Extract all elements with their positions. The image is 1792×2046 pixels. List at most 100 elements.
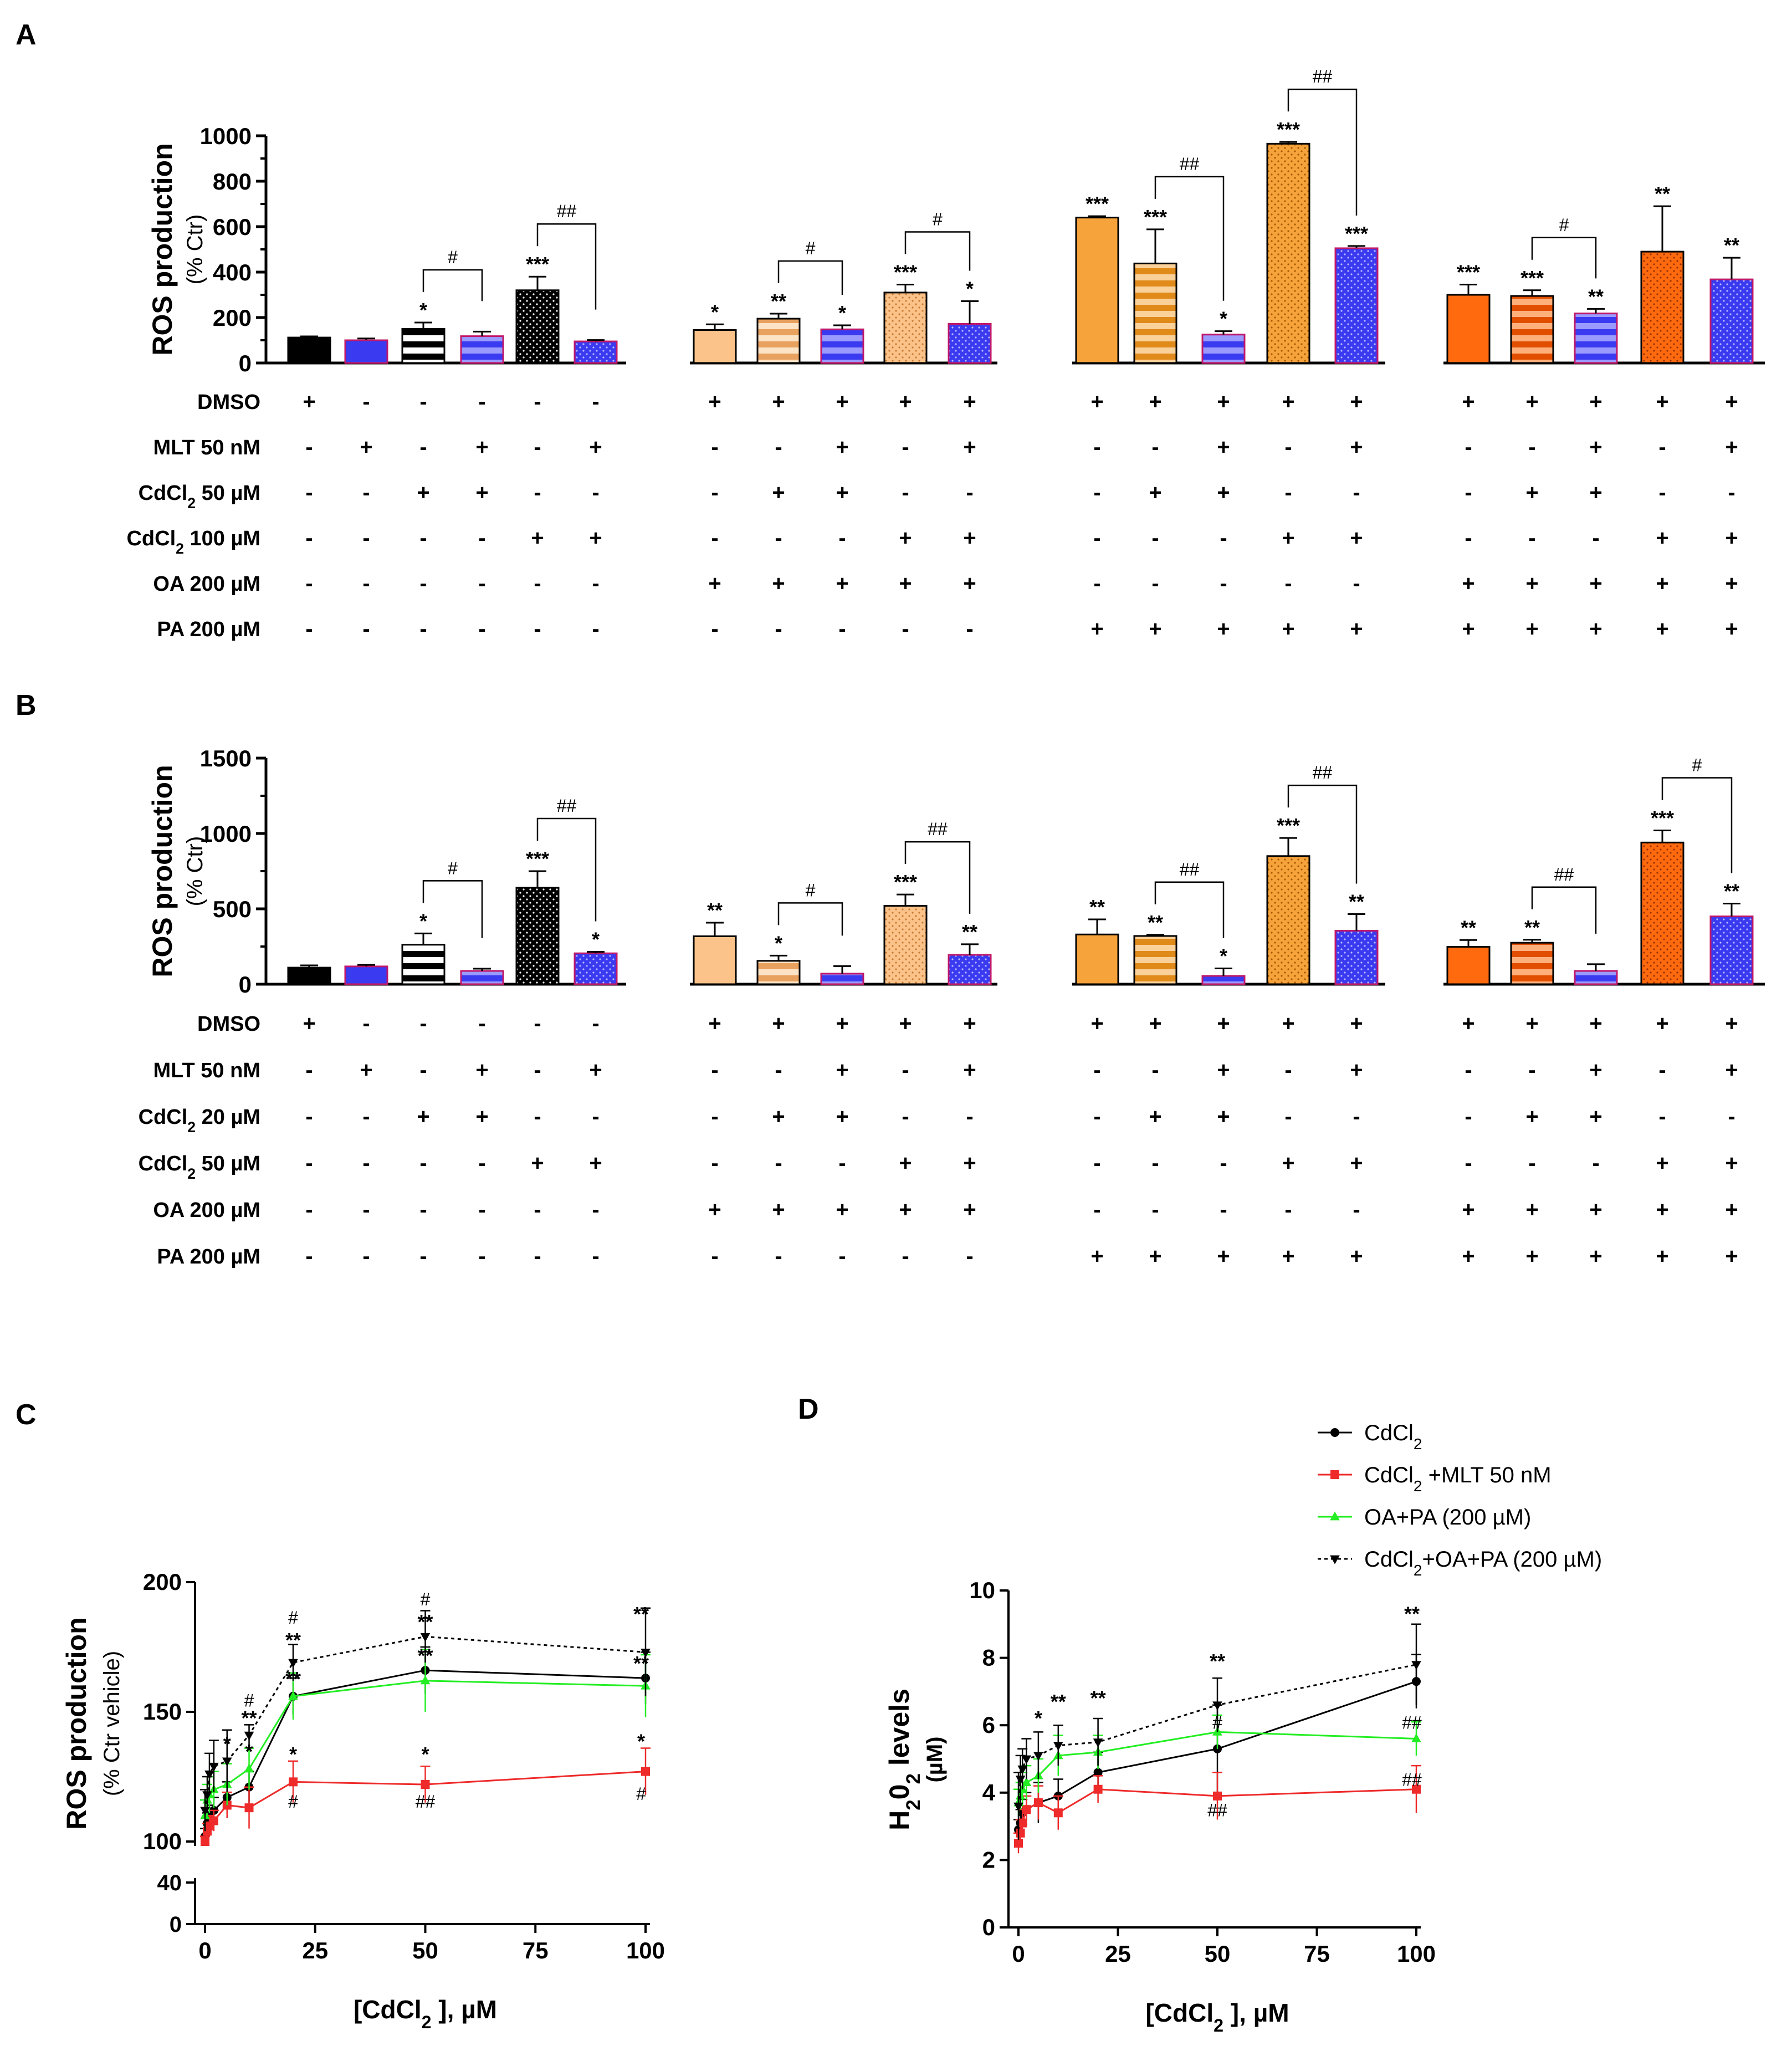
significance-label: *** bbox=[894, 871, 917, 893]
treatment-sign: + bbox=[1462, 1244, 1474, 1268]
treatment-sign: + bbox=[772, 390, 785, 414]
comparison-bracket bbox=[422, 269, 483, 301]
treatment-sign: - bbox=[478, 571, 485, 596]
x-tick-label: 50 bbox=[412, 1937, 438, 1963]
treatment-sign: - bbox=[362, 1104, 370, 1129]
treatment-sign: + bbox=[1525, 571, 1538, 596]
treatment-sign: - bbox=[1528, 1151, 1535, 1175]
treatment-sign: - bbox=[534, 617, 541, 641]
treatment-row-label: CdCl2 50 µM bbox=[139, 482, 260, 512]
panel-d-line-chart: 0 25 50 75 100 0 2 4 6 8 10 [CdCl2 ], µM H202 levels… bbox=[884, 1577, 1436, 2035]
y-axis-title: ROS production bbox=[147, 143, 178, 355]
treatment-sign: - bbox=[534, 480, 541, 505]
significance-label: * bbox=[289, 1743, 297, 1766]
treatment-sign: - bbox=[419, 1198, 427, 1222]
bar bbox=[1201, 334, 1246, 364]
treatment-sign: - bbox=[1284, 571, 1292, 596]
treatment-sign: + bbox=[1462, 617, 1474, 641]
panel-letter-d: D bbox=[798, 1393, 819, 1425]
treatment-sign: - bbox=[1528, 435, 1535, 459]
significance-label: ** bbox=[1148, 911, 1163, 934]
treatment-sign: + bbox=[1725, 1058, 1738, 1082]
treatment-sign: + bbox=[1149, 480, 1161, 505]
treatment-sign: - bbox=[305, 617, 313, 641]
panel-c-line-chart: 0 25 50 75 100 100 150 200 40 0 [CdCl2 ], µM ROS pr… bbox=[61, 1569, 665, 2032]
y-tick-label: 8 bbox=[982, 1645, 995, 1671]
treatment-sign: - bbox=[1658, 435, 1666, 459]
comparison-bracket bbox=[777, 902, 843, 936]
significance-label: * bbox=[421, 1743, 429, 1766]
y-tick-label: 1000 bbox=[200, 123, 252, 149]
comparison-bracket bbox=[536, 817, 597, 922]
comparison-bracket bbox=[904, 231, 971, 271]
treatment-sign: + bbox=[1589, 1244, 1602, 1268]
bracket-label: ## bbox=[1554, 865, 1574, 884]
treatment-sign: - bbox=[902, 480, 909, 505]
data-point bbox=[420, 1675, 431, 1685]
bar bbox=[1709, 278, 1754, 364]
data-point bbox=[1013, 1802, 1023, 1812]
data-point bbox=[1021, 1755, 1032, 1764]
significance-label: ** bbox=[771, 290, 786, 313]
x-tick-label: 25 bbox=[302, 1937, 328, 1963]
treatment-sign: - bbox=[305, 526, 313, 550]
bar bbox=[1446, 294, 1491, 364]
data-point bbox=[1093, 1768, 1103, 1777]
bar bbox=[574, 952, 618, 985]
bracket-label: # bbox=[1559, 215, 1569, 235]
treatment-sign: - bbox=[305, 435, 313, 459]
bar bbox=[1640, 841, 1685, 985]
treatment-sign: + bbox=[1656, 617, 1668, 641]
treatment-sign: - bbox=[1658, 480, 1666, 505]
treatment-sign: - bbox=[1592, 1151, 1599, 1175]
y-tick-label: 0 bbox=[239, 971, 252, 998]
treatment-sign: - bbox=[838, 1151, 846, 1175]
treatment-sign: + bbox=[836, 1198, 848, 1222]
treatment-sign: + bbox=[475, 480, 488, 505]
significance-label: ** bbox=[285, 1629, 301, 1651]
treatment-sign: + bbox=[899, 526, 912, 550]
treatment-sign: + bbox=[1217, 1244, 1230, 1268]
treatment-sign: + bbox=[1090, 1011, 1103, 1036]
significance-label: ** bbox=[1524, 916, 1540, 939]
data-point bbox=[209, 1762, 219, 1772]
treatment-sign: - bbox=[362, 390, 370, 414]
y-tick-label: 200 bbox=[213, 305, 252, 331]
data-point bbox=[1017, 1765, 1027, 1774]
x-axis-title: [CdCl2 ], µM bbox=[1145, 1998, 1289, 2035]
treatment-sign: + bbox=[1656, 1151, 1668, 1175]
bar bbox=[1334, 929, 1379, 985]
treatment-sign: - bbox=[362, 526, 370, 550]
x-tick-label: 50 bbox=[1205, 1941, 1231, 1967]
treatment-sign: - bbox=[711, 526, 718, 550]
data-point bbox=[244, 1731, 254, 1741]
treatment-sign: - bbox=[305, 1244, 313, 1268]
data-point bbox=[201, 1837, 209, 1846]
bar bbox=[693, 329, 737, 364]
treatment-sign: - bbox=[1093, 526, 1100, 550]
y-tick-label: 500 bbox=[213, 896, 252, 922]
panel-letter-c: C bbox=[16, 1399, 37, 1431]
bar bbox=[693, 935, 737, 985]
treatment-sign: + bbox=[899, 1198, 912, 1222]
treatment-sign: - bbox=[534, 435, 541, 459]
significance-label: * bbox=[592, 928, 600, 951]
treatment-sign: - bbox=[1284, 1058, 1292, 1082]
treatment-sign: + bbox=[708, 390, 721, 414]
treatment-row-label: PA 200 µM bbox=[157, 1245, 260, 1268]
data-point bbox=[641, 1767, 650, 1776]
treatment-sign: + bbox=[1350, 390, 1363, 414]
bracket-label: # bbox=[933, 209, 943, 229]
significance-label: ** bbox=[1588, 285, 1604, 308]
data-point bbox=[288, 1659, 298, 1668]
treatment-sign: + bbox=[1350, 1244, 1363, 1268]
treatment-sign: + bbox=[1725, 1198, 1738, 1222]
treatment-sign: - bbox=[534, 1244, 541, 1268]
treatment-sign: - bbox=[1220, 571, 1227, 596]
bar bbox=[1446, 946, 1491, 985]
y-tick-label: 2 bbox=[982, 1846, 995, 1873]
treatment-sign: - bbox=[1465, 1151, 1472, 1175]
treatment-sign: + bbox=[1656, 1198, 1668, 1222]
treatment-sign: + bbox=[1149, 617, 1161, 641]
data-point bbox=[1093, 1738, 1103, 1748]
